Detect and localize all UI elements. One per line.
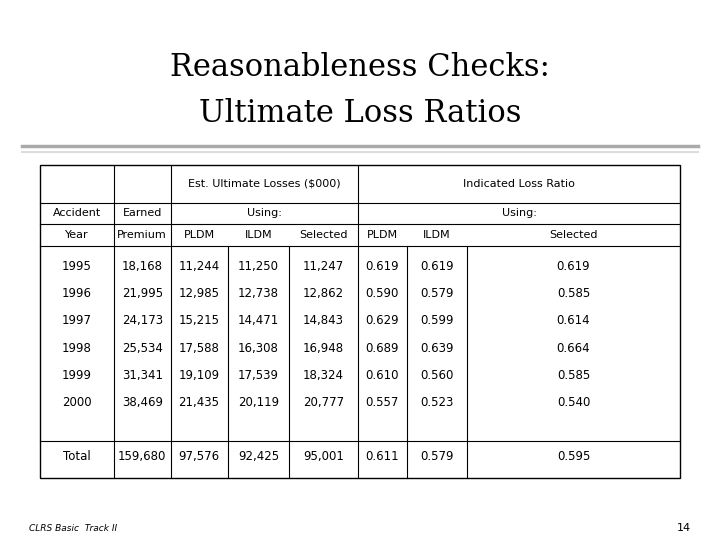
Text: 0.585: 0.585 <box>557 287 590 300</box>
Text: PLDM: PLDM <box>184 230 215 240</box>
Text: Selected: Selected <box>549 230 598 240</box>
Text: 2000: 2000 <box>62 396 91 409</box>
Text: 0.689: 0.689 <box>366 342 399 355</box>
Text: 97,576: 97,576 <box>179 449 220 463</box>
Text: Accident: Accident <box>53 208 101 218</box>
Text: 12,985: 12,985 <box>179 287 220 300</box>
Text: Year: Year <box>65 230 89 240</box>
Text: 25,534: 25,534 <box>122 342 163 355</box>
Text: 17,588: 17,588 <box>179 342 220 355</box>
Text: PLDM: PLDM <box>366 230 398 240</box>
Text: Est. Ultimate Losses ($000): Est. Ultimate Losses ($000) <box>188 179 341 188</box>
Text: 0.590: 0.590 <box>366 287 399 300</box>
Text: 24,173: 24,173 <box>122 314 163 327</box>
Text: 0.540: 0.540 <box>557 396 590 409</box>
Text: 17,539: 17,539 <box>238 369 279 382</box>
Text: 0.619: 0.619 <box>420 260 454 273</box>
Text: 0.610: 0.610 <box>366 369 399 382</box>
Text: 0.629: 0.629 <box>366 314 399 327</box>
Text: CLRS Basic  Track II: CLRS Basic Track II <box>29 524 117 532</box>
Text: 1995: 1995 <box>62 260 91 273</box>
Text: ILDM: ILDM <box>423 230 451 240</box>
Text: 0.611: 0.611 <box>366 449 399 463</box>
Text: Ultimate Loss Ratios: Ultimate Loss Ratios <box>199 98 521 129</box>
Text: Premium: Premium <box>117 230 167 240</box>
Text: 20,777: 20,777 <box>303 396 344 409</box>
Text: 0.664: 0.664 <box>557 342 590 355</box>
Text: ILDM: ILDM <box>245 230 272 240</box>
Text: 0.560: 0.560 <box>420 369 454 382</box>
Text: 0.579: 0.579 <box>420 287 454 300</box>
Text: 159,680: 159,680 <box>118 449 166 463</box>
Text: 95,001: 95,001 <box>303 449 344 463</box>
Text: 21,435: 21,435 <box>179 396 220 409</box>
Text: 12,738: 12,738 <box>238 287 279 300</box>
Text: 38,469: 38,469 <box>122 396 163 409</box>
Text: 15,215: 15,215 <box>179 314 220 327</box>
Text: Total: Total <box>63 449 91 463</box>
Text: 0.619: 0.619 <box>366 260 399 273</box>
Text: 18,324: 18,324 <box>303 369 344 382</box>
Text: 12,862: 12,862 <box>303 287 344 300</box>
Text: Selected: Selected <box>300 230 348 240</box>
Text: 16,948: 16,948 <box>303 342 344 355</box>
Text: 14: 14 <box>677 523 691 533</box>
Text: Indicated Loss Ratio: Indicated Loss Ratio <box>463 179 575 188</box>
Text: 14,843: 14,843 <box>303 314 344 327</box>
Text: 1996: 1996 <box>62 287 91 300</box>
Text: 0.523: 0.523 <box>420 396 454 409</box>
Text: Earned: Earned <box>122 208 162 218</box>
Text: 16,308: 16,308 <box>238 342 279 355</box>
Text: 14,471: 14,471 <box>238 314 279 327</box>
Text: 1997: 1997 <box>62 314 91 327</box>
Text: 31,341: 31,341 <box>122 369 163 382</box>
Text: Using:: Using: <box>247 208 282 218</box>
Text: 11,250: 11,250 <box>238 260 279 273</box>
Text: 0.585: 0.585 <box>557 369 590 382</box>
Text: 92,425: 92,425 <box>238 449 279 463</box>
Text: 0.619: 0.619 <box>557 260 590 273</box>
Text: 0.639: 0.639 <box>420 342 454 355</box>
Text: 11,247: 11,247 <box>303 260 344 273</box>
Text: 0.599: 0.599 <box>420 314 454 327</box>
Text: 11,244: 11,244 <box>179 260 220 273</box>
Text: 1998: 1998 <box>62 342 91 355</box>
Text: Reasonableness Checks:: Reasonableness Checks: <box>170 52 550 83</box>
Text: 0.579: 0.579 <box>420 449 454 463</box>
Text: 0.595: 0.595 <box>557 449 590 463</box>
Text: 19,109: 19,109 <box>179 369 220 382</box>
Text: 0.614: 0.614 <box>557 314 590 327</box>
Text: Using:: Using: <box>502 208 536 218</box>
Text: 21,995: 21,995 <box>122 287 163 300</box>
Text: 0.557: 0.557 <box>366 396 399 409</box>
Text: 20,119: 20,119 <box>238 396 279 409</box>
Text: 18,168: 18,168 <box>122 260 163 273</box>
Text: 1999: 1999 <box>62 369 91 382</box>
